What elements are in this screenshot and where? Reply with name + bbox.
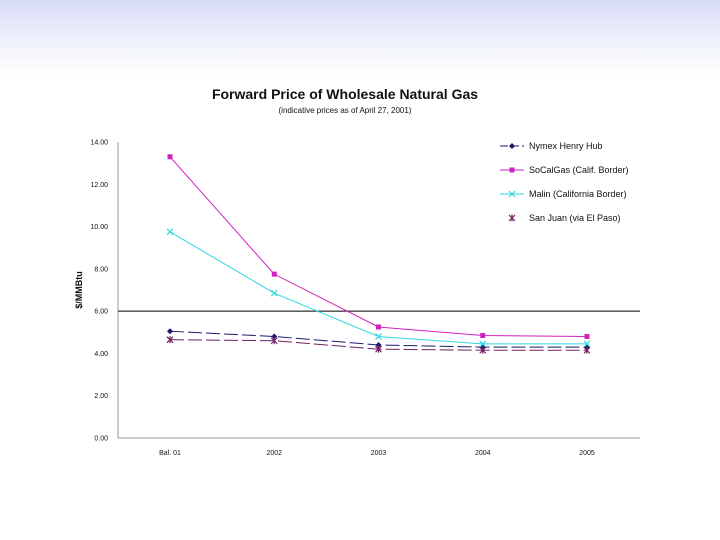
data-point — [375, 341, 382, 348]
series-line — [169, 156, 588, 338]
data-point — [167, 154, 173, 160]
y-axis-label: $/MMBtu — [74, 271, 84, 309]
data-point — [583, 346, 591, 354]
y-tick-label: 10.00 — [90, 224, 108, 231]
x-tick-label: 2004 — [475, 450, 491, 457]
y-tick-label: 4.00 — [94, 351, 108, 358]
chart-title: Forward Price of Wholesale Natural Gas — [211, 86, 479, 102]
data-point — [166, 228, 174, 236]
series-group — [166, 154, 591, 354]
x-tick-label: Bal. 01 — [159, 450, 181, 457]
data-point — [167, 328, 173, 335]
legend-label: Nymex Henry Hub — [529, 141, 603, 151]
legend-label: SoCalGas (Calif. Border) — [529, 165, 629, 175]
y-tick-label: 12.00 — [90, 182, 108, 189]
data-point — [375, 345, 382, 353]
data-point — [270, 289, 278, 297]
x-tick-label: 2002 — [266, 450, 282, 457]
legend-marker — [508, 190, 516, 198]
data-point — [479, 340, 487, 348]
chart-axes: 0.00 2.00 4.00 6.00 8.00 10.00 12.00 14.00 Bal. … — [90, 140, 640, 457]
data-point — [375, 333, 382, 340]
y-tick-label: 0.00 — [94, 436, 108, 443]
data-point — [270, 337, 278, 345]
data-point — [583, 340, 591, 348]
y-tick-label: 14.00 — [90, 140, 108, 147]
legend-marker — [509, 167, 515, 173]
y-tick-label: 6.00 — [94, 309, 108, 316]
legend-marker — [509, 143, 515, 149]
y-tick-label: 8.00 — [94, 266, 108, 273]
chart-subtitle: (indicative prices as of April 27, 2001) — [278, 106, 412, 115]
data-point — [271, 333, 278, 340]
data-point — [271, 271, 277, 277]
data-point — [584, 334, 590, 340]
y-tick-label: 2.00 — [94, 393, 108, 400]
x-tick-label: 2003 — [371, 450, 387, 457]
legend-marker — [508, 214, 516, 222]
legend-label: San Juan (via El Paso) — [529, 213, 621, 223]
x-tick-label: 2005 — [579, 450, 595, 457]
data-point — [166, 336, 174, 344]
data-point — [376, 324, 381, 330]
data-point — [480, 332, 486, 338]
legend-label: Malin (California Border) — [529, 189, 627, 199]
data-point — [479, 346, 487, 354]
chart-legend: Nymex Henry Hub SoCalGas (Calif. Border) M… — [500, 141, 629, 223]
